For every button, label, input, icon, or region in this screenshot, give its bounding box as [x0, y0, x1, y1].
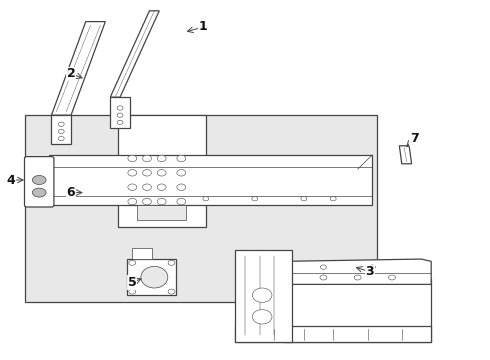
Circle shape: [143, 170, 151, 176]
Circle shape: [128, 198, 137, 205]
Bar: [49, 155, 372, 205]
Ellipse shape: [252, 310, 272, 324]
Bar: [127, 259, 176, 295]
Ellipse shape: [32, 175, 46, 184]
Bar: [132, 248, 152, 259]
Circle shape: [301, 197, 307, 201]
Circle shape: [252, 197, 258, 201]
Ellipse shape: [32, 188, 46, 197]
Circle shape: [330, 197, 336, 201]
Circle shape: [320, 275, 327, 280]
Circle shape: [117, 106, 123, 110]
Circle shape: [58, 122, 64, 126]
Bar: [284, 279, 431, 342]
Ellipse shape: [252, 288, 272, 302]
Circle shape: [320, 265, 326, 269]
Circle shape: [203, 197, 209, 201]
Text: 4: 4: [6, 174, 15, 186]
Bar: [235, 250, 292, 342]
Text: 1: 1: [199, 21, 208, 33]
Circle shape: [129, 289, 136, 294]
Circle shape: [168, 289, 175, 294]
Circle shape: [369, 265, 375, 269]
Text: 6: 6: [67, 186, 75, 199]
Circle shape: [168, 260, 175, 265]
Circle shape: [58, 129, 64, 134]
Polygon shape: [51, 22, 105, 115]
Circle shape: [354, 275, 361, 280]
Circle shape: [157, 184, 166, 190]
Circle shape: [157, 198, 166, 205]
Circle shape: [143, 155, 151, 162]
Bar: [235, 326, 431, 342]
Circle shape: [129, 260, 136, 265]
Circle shape: [177, 184, 186, 190]
Polygon shape: [110, 97, 130, 128]
Circle shape: [58, 136, 64, 141]
Circle shape: [157, 155, 166, 162]
Text: 7: 7: [410, 132, 418, 145]
Circle shape: [117, 113, 123, 117]
Circle shape: [128, 155, 137, 162]
Circle shape: [177, 155, 186, 162]
Polygon shape: [51, 115, 71, 144]
Circle shape: [389, 275, 395, 280]
Bar: [137, 205, 186, 220]
Circle shape: [143, 198, 151, 205]
Polygon shape: [110, 11, 159, 97]
Circle shape: [177, 170, 186, 176]
Bar: [118, 115, 206, 227]
Circle shape: [128, 184, 137, 190]
Circle shape: [128, 170, 137, 176]
FancyBboxPatch shape: [24, 157, 54, 207]
Polygon shape: [399, 146, 412, 164]
Polygon shape: [284, 259, 431, 284]
Text: 3: 3: [366, 265, 374, 278]
Text: 5: 5: [128, 276, 137, 289]
Circle shape: [177, 198, 186, 205]
Circle shape: [117, 120, 123, 125]
Circle shape: [143, 184, 151, 190]
Circle shape: [157, 170, 166, 176]
Ellipse shape: [141, 266, 168, 288]
Text: 2: 2: [67, 67, 75, 80]
Bar: [24, 115, 377, 302]
